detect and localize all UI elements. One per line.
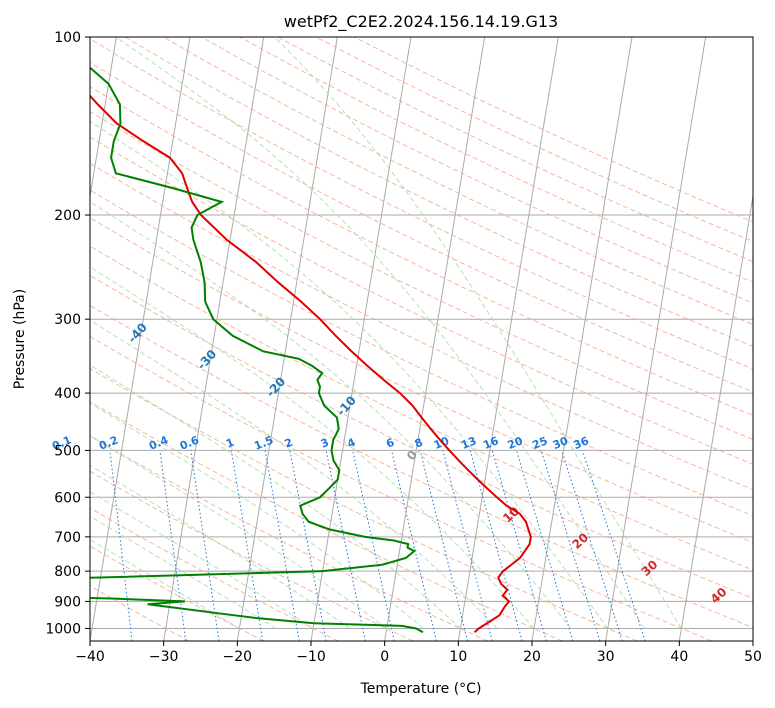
moist-adiabat-10 [90,364,461,629]
dry-adiabat-50 [90,304,753,629]
mixing-ratio-line-10 [419,450,468,641]
x-tick-label--20: −20 [223,649,253,665]
plot-background [90,37,753,641]
dry-adiabat-130 [90,86,753,416]
isotherm--20 [236,37,338,641]
x-tick-label-20: 20 [523,649,541,665]
isotherm--50 [90,37,117,200]
sounding-profiles [90,66,532,634]
mixing-ratio-line-17 [581,450,646,641]
dry-adiabat--10 [90,507,339,641]
mixing-ratio-label-10: 8 [413,436,425,451]
mixing-ratio-line-3 [190,450,220,641]
y-tick-label-500: 500 [54,443,81,459]
mixing-ratio-label-7: 3 [319,436,331,451]
y-axis-label: Pressure (hPa) [12,289,28,389]
dry-adiabat-140 [90,61,753,393]
dry-adiabat-150 [90,38,753,370]
dry-adiabat-70 [90,245,753,571]
x-tick-label-0: 0 [380,649,389,665]
mixing-ratio-line-8 [352,450,395,641]
mixing-ratio-line-6 [289,450,327,641]
moist-adiabats [90,37,682,629]
dry-adiabat-110 [90,136,753,465]
mixing-ratio-label-4: 1 [224,436,236,451]
mixing-ratio-line-7 [325,450,366,641]
mixing-ratio-label-17: 36 [572,434,591,452]
mixing-ratio-line-4 [230,450,264,641]
dry-adiabats [90,37,753,641]
x-tick-label-30: 30 [597,649,615,665]
y-tick-label-900: 900 [54,594,81,610]
y-tick-label-1000: 1000 [45,621,81,637]
y-tick-label-400: 400 [54,386,81,402]
y-tick-label-700: 700 [54,530,81,546]
y-tick-label-800: 800 [54,564,81,580]
mixing-ratio-line-15 [540,450,601,641]
dry-adiabat-120 [90,110,753,441]
x-tick-label--30: −30 [149,649,179,665]
isotherm-30 [605,37,707,641]
moist-adiabat--5 [90,464,351,629]
dry-adiabat-40 [90,335,712,641]
moist-adiabat-25 [90,201,572,629]
moist-adiabat-30 [90,120,609,629]
dry-adiabat-100 [90,162,753,491]
moist-adiabat--15 [90,515,277,629]
plot-frame [89,36,754,642]
mixing-ratio-label-13: 16 [481,434,500,452]
mixing-ratio-line-13 [491,450,547,641]
mixing-ratio-label-16: 30 [551,434,570,452]
isotherm-0 [384,37,486,641]
axes-ticks: −40 −30 −20 −10 0 10 20 30 40 50 1000 900 800 700 600 5… [45,30,762,665]
mixing-ratio-line-9 [391,450,437,641]
isotherm-10 [457,37,559,641]
dry-adiabat--20 [90,545,264,641]
moist-adiabat-5 [90,402,424,629]
mixing-ratio-line-14 [516,450,574,641]
x-tick-label-10: 10 [449,649,467,665]
dry-adiabat-20 [90,400,563,641]
x-axis-label: Temperature (°C) [360,681,482,697]
isotherm-40 [678,192,753,641]
mixing-ratio-label-6: 2 [283,436,295,451]
x-tick-label--40: −40 [75,649,105,665]
mixing-ratio-label-15: 25 [530,434,549,452]
x-tick-label--10: −10 [296,649,326,665]
mixing-ratio-label-14: 20 [506,434,525,452]
isotherm-20 [531,37,633,641]
mixing-ratio-line-5 [264,450,300,641]
isotherm-grid [90,37,753,641]
mixing-ratio-line-16 [561,450,623,641]
y-tick-label-300: 300 [54,312,81,328]
x-tick-label-50: 50 [744,649,762,665]
mixing-ratio-lines [109,450,646,641]
dry-adiabat-80 [90,217,753,544]
x-tick-label-40: 40 [670,649,688,665]
moist-adiabat-40 [274,37,682,629]
dry-adiabat-30 [90,367,638,641]
y-tick-label-200: 200 [54,208,81,224]
moist-adiabat-35 [115,37,645,629]
dry-adiabat-10 [90,435,488,641]
moist-adiabat--20 [90,538,240,629]
mixing-ratio-line-11 [442,450,493,641]
dewpoint-profile [90,66,424,634]
y-tick-label-600: 600 [54,490,81,506]
mixing-ratio-label-12: 13 [459,434,478,452]
isotherm--30 [163,37,265,641]
moist-adiabat-15 [90,319,498,629]
y-tick-label-100: 100 [54,30,81,46]
isotherm--40 [90,37,191,641]
mixing-ratio-line-12 [469,450,523,641]
dry-adiabat-60 [90,274,753,599]
chart-title: wetPf2_C2E2.2024.156.14.19.G13 [284,12,558,32]
